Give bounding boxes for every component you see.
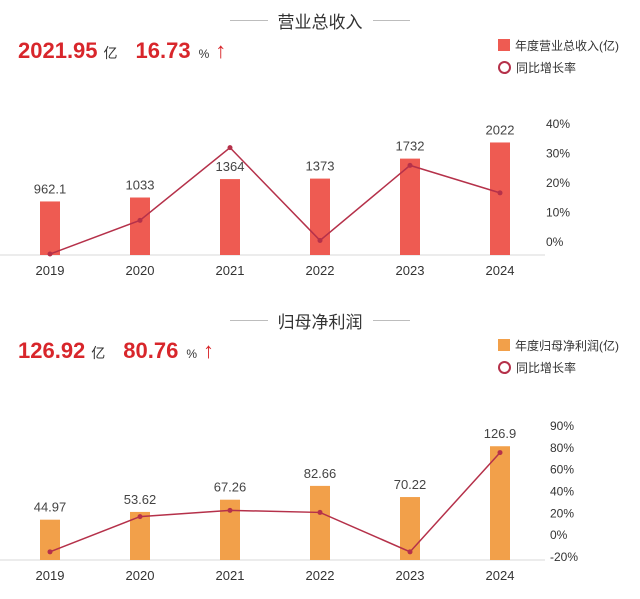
legend-label: 年度营业总收入(亿) [515,38,619,53]
data-label-2022: 82.66 [304,466,337,481]
data-label-2020: 53.62 [124,492,157,507]
x-tick-label-2023: 2023 [396,568,425,583]
growth-point-2019 [47,251,53,257]
x-tick-label-2024: 2024 [486,568,515,583]
arrow-up-icon: ↑ [215,38,227,63]
profit-chart-title: 归母净利润 [277,312,363,332]
growth-point-2024 [497,450,503,456]
x-tick-label-2021: 2021 [216,263,245,278]
growth-point-2019 [47,549,53,555]
x-tick-label-2019: 2019 [36,263,65,278]
revenue-legend: 年度营业总收入(亿) 同比增长率 [498,34,619,78]
profit-total-value: 126.92 [18,338,86,363]
arrow-up-icon: ↑ [203,338,215,363]
bar-2020 [130,511,150,560]
revenue-growth-value: 16.73 [135,38,191,63]
x-tick-label-2020: 2020 [126,263,155,278]
y-right-tick-label: 40% [550,485,574,499]
growth-point-2021 [227,145,233,151]
circle-marker-icon [498,60,511,74]
data-label-2023: 70.22 [394,477,427,492]
legend-item-profit-bar[interactable]: 年度归母净利润(亿) [498,334,619,356]
growth-point-2021 [227,507,233,513]
legend-item-profit-line[interactable]: 同比增长率 [498,356,619,378]
profit-total-unit: 亿 [91,345,106,361]
y-right-tick-label: 30% [546,147,570,161]
profit-panel: 归母净利润 126.92 亿 80.76 % ↑ 年度归母净利润(亿) 同比增长… [0,300,640,599]
data-label-2022: 1373 [306,159,335,174]
bar-2024 [490,142,510,255]
legend-label: 同比增长率 [516,360,577,375]
y-right-tick-label: 60% [550,463,574,477]
bar-2021 [220,179,240,255]
growth-point-2023 [407,162,413,168]
title-rule-right [372,19,410,21]
x-tick-label-2022: 2022 [306,568,335,583]
legend-label: 年度归母净利润(亿) [515,338,619,353]
y-right-tick-label: 40% [546,117,570,131]
revenue-total-value: 2021.95 [18,38,98,63]
data-label-2023: 1732 [396,139,425,154]
revenue-chart-title: 营业总收入 [277,12,363,32]
bar-2022 [310,178,330,255]
profit-summary: 126.92 亿 80.76 % ↑ [18,338,214,372]
growth-point-2024 [497,190,503,196]
bar-2019 [40,201,60,255]
title-rule-left [230,319,268,321]
profit-growth-unit: % [186,347,198,361]
data-label-2019: 962.1 [34,181,67,196]
growth-point-2022 [317,509,323,515]
x-tick-label-2023: 2023 [396,263,425,278]
bar-2022 [310,485,330,560]
growth-point-2023 [407,549,413,555]
bar-2020 [130,197,150,255]
legend-item-revenue-line[interactable]: 同比增长率 [498,56,619,78]
data-label-2024: 126.9 [484,426,517,441]
y-right-tick-label: -20% [550,550,578,564]
bar-2023 [400,497,420,560]
growth-point-2020 [137,514,143,520]
legend-item-revenue-bar[interactable]: 年度营业总收入(亿) [498,34,619,56]
y-right-tick-label: 80% [550,441,574,455]
x-tick-label-2022: 2022 [306,263,335,278]
bar-swatch-icon [498,39,510,51]
data-label-2019: 44.97 [34,500,67,515]
title-rule-left [230,19,268,21]
y-right-tick-label: 0% [546,235,564,249]
revenue-summary: 2021.95 亿 16.73 % ↑ [18,38,226,72]
title-rule-right [372,319,410,321]
y-right-tick-label: 20% [550,506,574,520]
y-right-tick-label: 0% [550,528,568,542]
bar-2021 [220,499,240,560]
revenue-title-row: 营业总收入 [230,8,410,32]
bar-2023 [400,158,420,255]
data-label-2021: 67.26 [214,480,247,495]
data-label-2024: 2022 [486,122,515,137]
profit-chart: 44.97 2019 53.62 2020 67.26 2021 82.66 2022 70.2… [0,419,578,583]
circle-marker-icon [498,360,511,374]
x-tick-label-2019: 2019 [36,568,65,583]
y-right-tick-label: 90% [550,419,574,433]
growth-point-2022 [317,237,323,243]
y-right-tick-label: 10% [546,206,570,220]
x-tick-label-2021: 2021 [216,568,245,583]
x-tick-label-2020: 2020 [126,568,155,583]
profit-growth-value: 80.76 [123,338,179,363]
profit-title-row: 归母净利润 [230,308,410,332]
data-label-2020: 1033 [126,178,155,193]
revenue-growth-unit: % [198,47,210,61]
growth-rate-line [49,146,501,255]
revenue-panel: 营业总收入 2021.95 亿 16.73 % ↑ 年度营业总收入(亿) 同比增… [0,0,640,290]
profit-legend: 年度归母净利润(亿) 同比增长率 [498,334,619,378]
legend-label: 同比增长率 [516,60,577,75]
bar-2024 [490,446,510,560]
revenue-total-unit: 亿 [103,45,118,61]
growth-point-2020 [137,217,143,223]
bar-swatch-icon [498,339,510,351]
growth-rate-line [49,452,501,553]
y-right-tick-label: 20% [546,176,570,190]
data-label-2021: 1364 [216,159,245,174]
revenue-chart: 962.1 2019 1033 2020 1364 2021 1373 2022 1732 202… [0,117,570,278]
x-tick-label-2024: 2024 [486,263,515,278]
